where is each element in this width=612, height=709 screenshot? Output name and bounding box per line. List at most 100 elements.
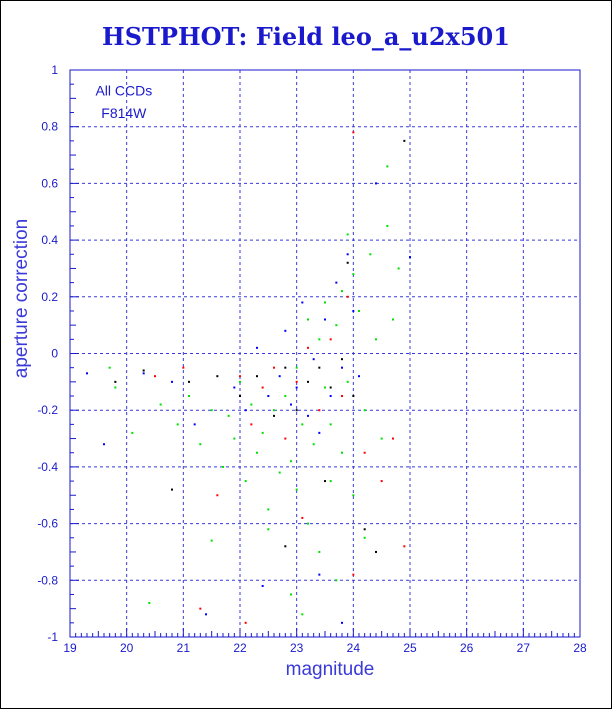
- data-point: [239, 395, 241, 398]
- data-point: [244, 409, 247, 412]
- data-point: [261, 584, 264, 587]
- data-point: [233, 386, 236, 389]
- data-point: [341, 358, 343, 361]
- data-point: [295, 386, 298, 389]
- y-axis-label: aperture correction: [11, 219, 32, 378]
- data-point: [358, 309, 360, 312]
- data-point: [335, 281, 338, 284]
- data-point: [324, 386, 326, 389]
- data-point: [363, 528, 366, 531]
- data-point: [329, 423, 332, 426]
- data-point: [295, 366, 298, 369]
- data-point: [188, 395, 190, 398]
- data-point: [256, 346, 258, 349]
- data-point: [210, 539, 213, 542]
- data-point: [267, 508, 270, 511]
- data-point: [312, 443, 315, 446]
- x-tick-label: 24: [347, 641, 361, 655]
- data-point: [301, 516, 304, 519]
- data-point: [329, 480, 332, 483]
- y-tick-label: -0.4: [37, 460, 58, 474]
- data-point: [392, 318, 394, 321]
- annotation-ccds: All CCDs: [95, 83, 152, 99]
- y-tick-label: 0.8: [41, 120, 58, 134]
- data-point: [244, 621, 247, 624]
- data-point: [273, 409, 275, 412]
- data-point: [363, 536, 366, 539]
- axis-ticks: 19 20 21 22 23 24 25 26 27 28 1 0.8 0.6 0.4 0.2 0 -0.2 -0…: [37, 63, 587, 655]
- data-point: [267, 528, 270, 531]
- data-point: [358, 375, 360, 378]
- x-tick-label: 21: [177, 641, 191, 655]
- y-tick-label: 0.2: [41, 290, 58, 304]
- data-point: [103, 443, 105, 446]
- data-point: [346, 233, 349, 236]
- data-point: [363, 451, 366, 454]
- data-point: [341, 395, 343, 398]
- data-point: [312, 358, 315, 361]
- data-point: [324, 318, 326, 321]
- data-point: [369, 253, 372, 256]
- data-point: [210, 409, 213, 412]
- data-point: [392, 437, 394, 440]
- data-point: [273, 414, 275, 417]
- data-point: [380, 480, 383, 483]
- data-point: [301, 301, 304, 304]
- data-point: [335, 324, 338, 327]
- data-points: [86, 131, 411, 624]
- data-point: [307, 318, 309, 321]
- data-point: [403, 139, 406, 142]
- data-point: [307, 380, 309, 383]
- data-point: [307, 522, 309, 525]
- data-point: [216, 494, 219, 497]
- x-tick-label: 25: [403, 641, 417, 655]
- data-point: [114, 386, 117, 389]
- data-point: [301, 423, 304, 426]
- data-point: [227, 414, 230, 417]
- data-point: [171, 380, 173, 383]
- data-point: [239, 380, 241, 383]
- data-point: [307, 414, 309, 417]
- data-point: [154, 375, 156, 378]
- data-point: [318, 338, 321, 341]
- data-point: [324, 480, 326, 483]
- data-point: [307, 346, 309, 349]
- data-point: [250, 423, 253, 426]
- data-point: [284, 329, 287, 332]
- x-axis-label: magnitude: [286, 659, 375, 680]
- data-point: [256, 451, 258, 454]
- data-point: [176, 423, 179, 426]
- data-point: [386, 224, 389, 227]
- y-tick-label: -0.8: [37, 573, 58, 587]
- chart-title: HSTPHOT: Field leo_a_u2x501: [102, 22, 510, 51]
- data-point: [346, 295, 349, 298]
- data-point: [182, 366, 185, 369]
- grid-lines: [70, 70, 580, 637]
- data-point: [159, 403, 162, 406]
- data-point: [341, 451, 343, 454]
- data-point: [329, 395, 332, 398]
- data-point: [261, 431, 264, 434]
- data-point: [284, 437, 287, 440]
- data-point: [193, 423, 196, 426]
- data-point: [290, 403, 292, 406]
- data-point: [375, 550, 377, 553]
- data-point: [352, 309, 355, 312]
- data-point: [284, 545, 287, 548]
- data-point: [346, 380, 349, 383]
- y-tick-label: 0: [51, 347, 58, 361]
- data-point: [222, 465, 224, 468]
- y-tick-label: 1: [51, 63, 58, 77]
- data-point: [188, 380, 190, 383]
- y-tick-label: 0.6: [41, 176, 58, 190]
- annotation-filter: F814W: [101, 105, 147, 121]
- data-point: [216, 375, 219, 378]
- data-point: [324, 301, 326, 304]
- data-point: [284, 366, 287, 369]
- data-point: [244, 480, 247, 483]
- data-point: [386, 165, 389, 168]
- data-point: [290, 593, 292, 596]
- data-point: [148, 601, 151, 604]
- data-point: [290, 460, 292, 463]
